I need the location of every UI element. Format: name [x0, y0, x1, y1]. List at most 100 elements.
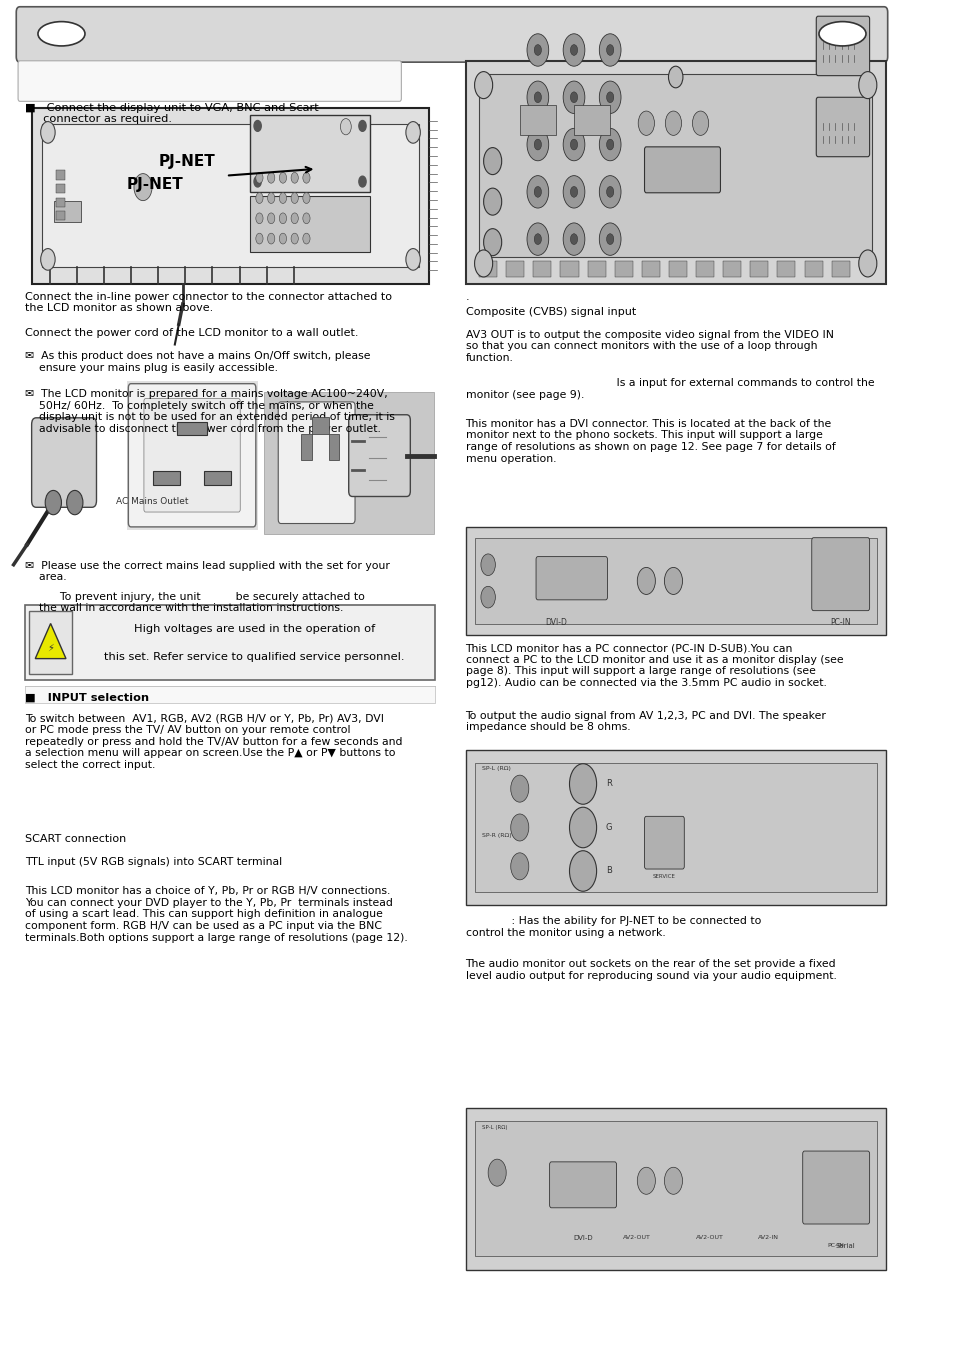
- Text: This LCD monitor has a choice of Y, Pb, Pr or RGB H/V connections.
You can conne: This LCD monitor has a choice of Y, Pb, …: [26, 886, 408, 943]
- Circle shape: [606, 234, 613, 245]
- Circle shape: [291, 173, 298, 184]
- Circle shape: [474, 250, 492, 277]
- Circle shape: [534, 45, 541, 55]
- Circle shape: [45, 490, 61, 515]
- Circle shape: [267, 213, 274, 224]
- Bar: [478, 261, 497, 277]
- Bar: [465, 61, 885, 284]
- Bar: [749, 261, 767, 277]
- Circle shape: [692, 111, 708, 135]
- FancyBboxPatch shape: [31, 417, 96, 508]
- Circle shape: [562, 223, 584, 255]
- Text: PC-IN: PC-IN: [827, 1243, 843, 1248]
- Circle shape: [637, 567, 655, 594]
- Text: B: B: [605, 866, 611, 875]
- Bar: [478, 74, 871, 257]
- Circle shape: [606, 45, 613, 55]
- Bar: [152, 471, 180, 485]
- Bar: [177, 422, 207, 435]
- Text: ■   Connect the display unit to VGA, BNC and Scart
     connector as required.: ■ Connect the display unit to VGA, BNC a…: [26, 103, 318, 124]
- Bar: [474, 763, 876, 892]
- Text: ✉  As this product does not have a mains On/Off switch, please
    ensure your m: ✉ As this product does not have a mains …: [26, 351, 371, 373]
- FancyBboxPatch shape: [644, 816, 683, 869]
- Bar: [54, 201, 81, 222]
- Circle shape: [483, 188, 501, 215]
- Circle shape: [637, 1167, 655, 1194]
- Bar: [465, 527, 885, 635]
- Circle shape: [267, 193, 274, 204]
- Bar: [777, 261, 795, 277]
- Circle shape: [291, 213, 298, 224]
- Circle shape: [664, 111, 680, 135]
- Circle shape: [534, 186, 541, 197]
- Bar: [56, 211, 65, 220]
- FancyBboxPatch shape: [278, 403, 355, 524]
- Circle shape: [358, 176, 366, 186]
- Bar: [465, 1108, 885, 1270]
- Bar: [533, 261, 551, 277]
- Circle shape: [570, 92, 577, 103]
- Circle shape: [638, 111, 654, 135]
- Bar: [722, 261, 740, 277]
- Circle shape: [291, 234, 298, 245]
- Text: This monitor has a DVI connector. This is located at the back of the
monitor nex: This monitor has a DVI connector. This i…: [465, 419, 835, 463]
- Circle shape: [510, 852, 528, 880]
- Circle shape: [526, 223, 548, 255]
- Circle shape: [474, 72, 492, 99]
- FancyBboxPatch shape: [549, 1162, 616, 1208]
- Circle shape: [340, 119, 351, 135]
- Bar: [31, 108, 429, 284]
- FancyBboxPatch shape: [16, 7, 886, 62]
- Circle shape: [480, 554, 495, 576]
- FancyBboxPatch shape: [349, 415, 410, 497]
- Circle shape: [606, 139, 613, 150]
- Circle shape: [606, 92, 613, 103]
- Circle shape: [405, 122, 420, 143]
- FancyBboxPatch shape: [644, 147, 720, 193]
- Text: Serial: Serial: [835, 1243, 854, 1248]
- FancyBboxPatch shape: [536, 557, 607, 600]
- Text: .: .: [465, 292, 469, 301]
- Circle shape: [302, 234, 310, 245]
- Text: G: G: [605, 823, 612, 832]
- Text: AV2-OUT: AV2-OUT: [695, 1235, 722, 1240]
- Text: PJ-NET: PJ-NET: [127, 177, 183, 192]
- Circle shape: [562, 128, 584, 161]
- Bar: [29, 611, 72, 674]
- Circle shape: [570, 139, 577, 150]
- Text: SP-L (RΩ): SP-L (RΩ): [481, 766, 510, 771]
- Text: Connect the in-line power connector to the connector attached to
the LCD monitor: Connect the in-line power connector to t…: [26, 292, 392, 313]
- Circle shape: [569, 851, 596, 892]
- Bar: [312, 417, 328, 435]
- Text: AV2-OUT: AV2-OUT: [622, 1235, 651, 1240]
- Circle shape: [858, 250, 876, 277]
- Text: TTL input (5V RGB signals) into SCART terminal: TTL input (5V RGB signals) into SCART te…: [26, 857, 282, 866]
- Text: To output the audio signal from AV 1,2,3, PC and DVI. The speaker
impedance shou: To output the audio signal from AV 1,2,3…: [465, 711, 825, 732]
- Bar: [668, 261, 686, 277]
- Circle shape: [562, 34, 584, 66]
- Text: SERVICE: SERVICE: [652, 874, 675, 880]
- Circle shape: [302, 193, 310, 204]
- Circle shape: [570, 45, 577, 55]
- Circle shape: [291, 193, 298, 204]
- Bar: [43, 124, 418, 267]
- Text: Composite (CVBS) signal input: Composite (CVBS) signal input: [465, 307, 635, 316]
- Text: DVI-D: DVI-D: [544, 617, 566, 627]
- Text: AV2-IN: AV2-IN: [757, 1235, 778, 1240]
- Text: ✉  Please use the correct mains lead supplied with the set for your
    area.: ✉ Please use the correct mains lead supp…: [26, 561, 390, 582]
- FancyBboxPatch shape: [811, 538, 869, 611]
- Circle shape: [405, 249, 420, 270]
- Circle shape: [569, 763, 596, 804]
- Circle shape: [255, 193, 263, 204]
- Circle shape: [570, 234, 577, 245]
- Circle shape: [598, 176, 620, 208]
- Circle shape: [488, 1159, 506, 1186]
- Text: PJ-NET: PJ-NET: [158, 154, 214, 169]
- Polygon shape: [35, 624, 66, 659]
- Bar: [587, 261, 605, 277]
- Text: AV3 OUT is to output the composite video signal from the VIDEO IN
so that you ca: AV3 OUT is to output the composite video…: [465, 330, 833, 363]
- Bar: [696, 261, 714, 277]
- Bar: [506, 261, 524, 277]
- Circle shape: [510, 775, 528, 802]
- Circle shape: [483, 228, 501, 255]
